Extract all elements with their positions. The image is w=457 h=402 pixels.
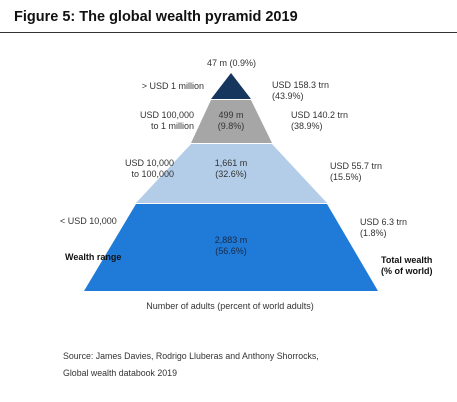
x-axis-caption: Number of adults (percent of world adult… [146,301,314,311]
tier-3-wealth-range-label: USD 10,000 to 100,000 [124,158,174,179]
page-title: Figure 5: The global wealth pyramid 2019 [14,9,298,25]
tier-3-total-wealth-label: USD 55.7 trn (15.5%) [330,161,383,182]
tier-2-wealth-range-label: USD 100,000 to 1 million [139,110,194,131]
tier-1-total-wealth-label: USD 158.3 trn (43.9%) [272,80,330,101]
source-note: Source: James Davies, Rodrigo Lluberas a… [63,351,319,378]
total-wealth-axis-label: Total wealth (% of world) [381,255,433,276]
wealth-range-axis-label: Wealth range [65,252,122,262]
tier-4-total-wealth-label: USD 6.3 trn (1.8%) [360,217,408,238]
tier-3-adults-label: 1,661 m (32.6%) [214,158,248,179]
tier-2-total-wealth-label: USD 140.2 trn (38.9%) [291,110,349,131]
tier-1-top [211,73,251,99]
tier-4-adults-label: 2,883 m (56.6%) [214,235,248,256]
tier-4-wealth-range-label: < USD 10,000 [60,216,117,226]
tier-1-wealth-range-label: > USD 1 million [141,81,204,91]
tier-2-upper-middle [191,100,272,143]
tier-2-adults-label: 499 m (9.8%) [217,110,245,131]
tier-1-adults-label: 47 m (0.9%) [207,58,257,68]
tier-4-base [84,204,378,291]
title-divider [0,32,457,33]
tier-3-middle [136,144,327,203]
